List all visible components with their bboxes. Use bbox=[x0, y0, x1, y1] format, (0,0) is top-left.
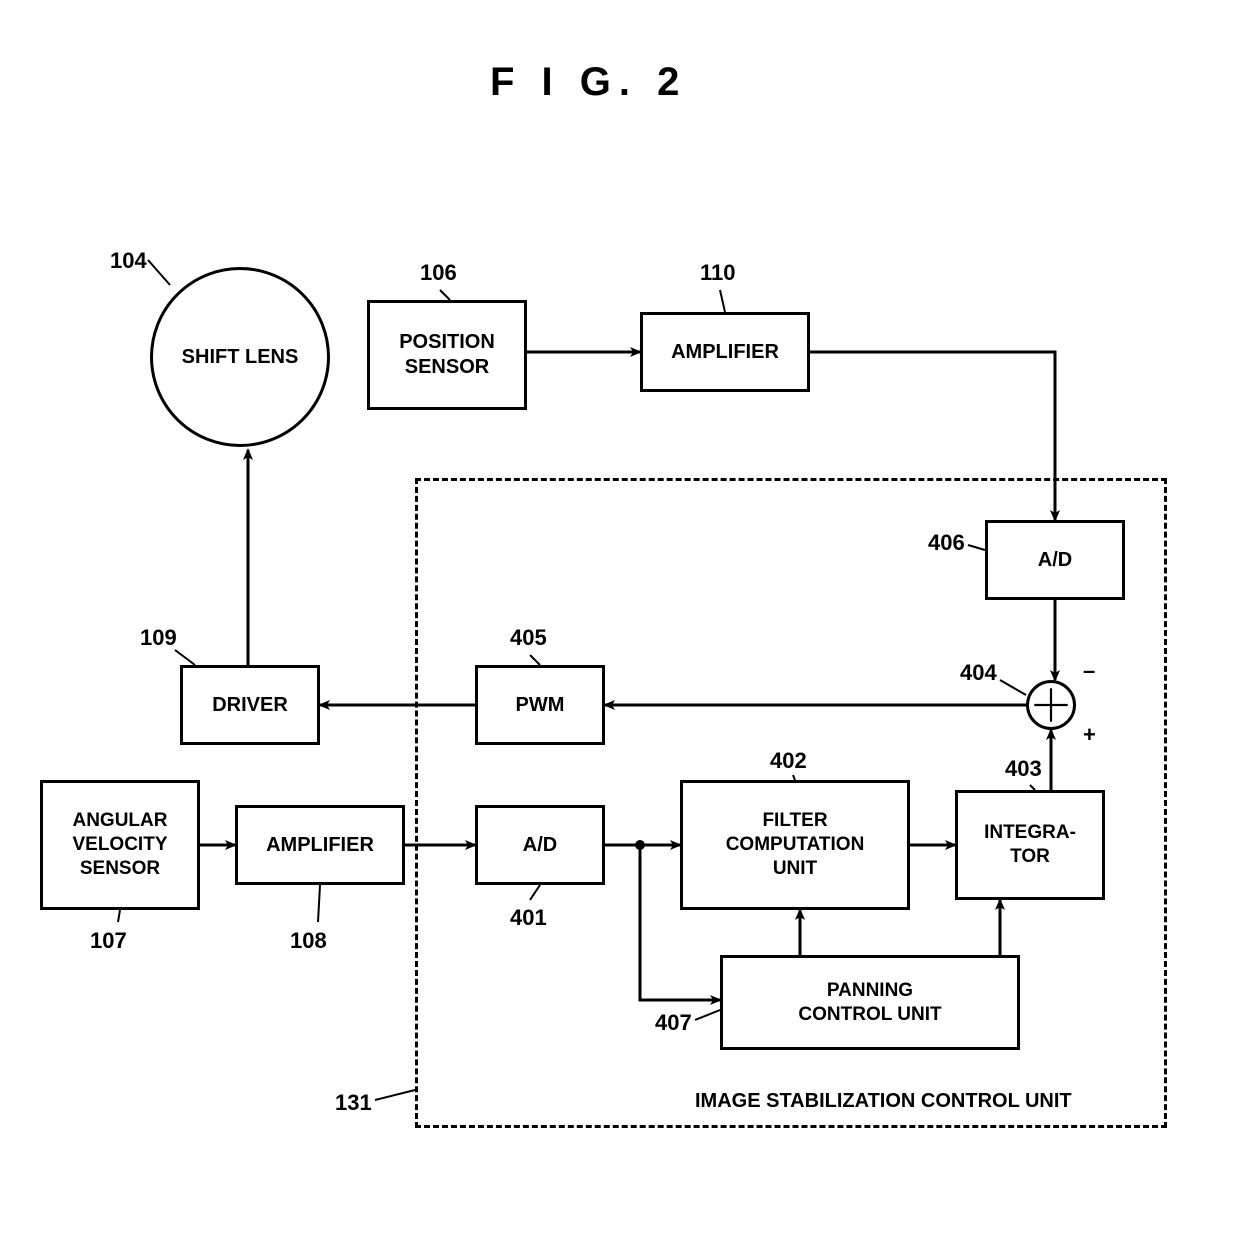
pwm-block: PWM bbox=[475, 665, 605, 745]
amplifier-bottom-block: AMPLIFIER bbox=[235, 805, 405, 885]
ref-108: 108 bbox=[290, 928, 327, 954]
position-sensor-label: POSITIONSENSOR bbox=[399, 330, 495, 380]
position-sensor-block: POSITIONSENSOR bbox=[367, 300, 527, 410]
driver-label: DRIVER bbox=[212, 693, 288, 718]
sum-plus-sign: + bbox=[1083, 722, 1096, 748]
filter-computation-block: FILTERCOMPUTATIONUNIT bbox=[680, 780, 910, 910]
region-label: IMAGE STABILIZATION CONTROL UNIT bbox=[695, 1090, 1072, 1113]
ad-bottom-label: A/D bbox=[523, 833, 557, 858]
shift-lens-block: SHIFT LENS bbox=[150, 267, 330, 447]
sum-minus-sign: – bbox=[1083, 658, 1095, 684]
ref-407: 407 bbox=[655, 1010, 692, 1036]
angular-velocity-sensor-label: ANGULARVELOCITYSENSOR bbox=[72, 809, 167, 880]
amplifier-bottom-label: AMPLIFIER bbox=[266, 833, 374, 858]
ref-104: 104 bbox=[110, 248, 147, 274]
ad-bottom-block: A/D bbox=[475, 805, 605, 885]
ref-110: 110 bbox=[700, 260, 736, 286]
ref-107: 107 bbox=[90, 928, 127, 954]
ref-404: 404 bbox=[960, 660, 997, 686]
ref-401: 401 bbox=[510, 905, 547, 931]
integrator-label: INTEGRA-TOR bbox=[984, 821, 1076, 869]
ref-406: 406 bbox=[928, 530, 965, 556]
amplifier-top-block: AMPLIFIER bbox=[640, 312, 810, 392]
ad-top-label: A/D bbox=[1038, 548, 1072, 573]
ad-top-block: A/D bbox=[985, 520, 1125, 600]
ref-131: 131 bbox=[335, 1090, 372, 1116]
pwm-label: PWM bbox=[516, 693, 565, 718]
ref-109: 109 bbox=[140, 625, 177, 651]
angular-velocity-sensor-block: ANGULARVELOCITYSENSOR bbox=[40, 780, 200, 910]
ref-106: 106 bbox=[420, 260, 457, 286]
ref-403: 403 bbox=[1005, 756, 1042, 782]
panning-control-block: PANNINGCONTROL UNIT bbox=[720, 955, 1020, 1050]
ref-405: 405 bbox=[510, 625, 547, 651]
ref-402: 402 bbox=[770, 748, 807, 774]
filter-label: FILTERCOMPUTATIONUNIT bbox=[726, 809, 865, 880]
summing-junction bbox=[1026, 680, 1076, 730]
integrator-block: INTEGRA-TOR bbox=[955, 790, 1105, 900]
amplifier-top-label: AMPLIFIER bbox=[671, 340, 779, 365]
figure-title: F I G. 2 bbox=[490, 60, 687, 105]
shift-lens-label: SHIFT LENS bbox=[182, 346, 299, 369]
driver-block: DRIVER bbox=[180, 665, 320, 745]
panning-control-label: PANNINGCONTROL UNIT bbox=[798, 979, 941, 1027]
